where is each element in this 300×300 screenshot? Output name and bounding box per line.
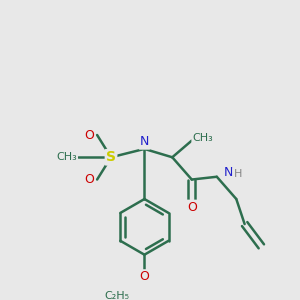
Text: CH₃: CH₃ bbox=[193, 133, 213, 143]
Text: O: O bbox=[84, 173, 94, 186]
Text: N: N bbox=[140, 136, 149, 148]
Text: CH₃: CH₃ bbox=[56, 152, 77, 162]
Text: O: O bbox=[187, 201, 197, 214]
Text: N: N bbox=[223, 166, 232, 179]
Text: H: H bbox=[233, 169, 242, 179]
Text: O: O bbox=[84, 128, 94, 142]
Text: O: O bbox=[140, 271, 149, 284]
Text: C₂H₅: C₂H₅ bbox=[104, 292, 129, 300]
Text: S: S bbox=[106, 150, 116, 164]
